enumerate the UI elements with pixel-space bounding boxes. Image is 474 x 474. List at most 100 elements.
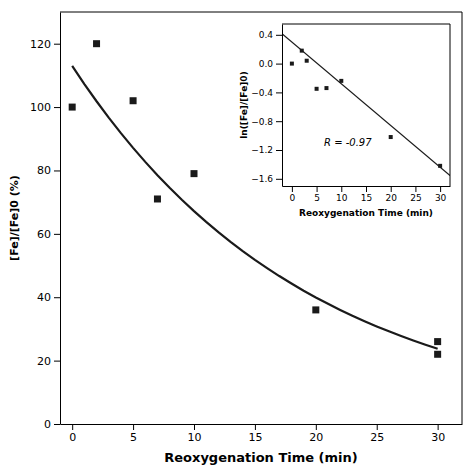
y-axis-line: [282, 25, 283, 187]
x-axis-tick-mark: [133, 424, 134, 430]
x-axis-tick-mark: [341, 186, 342, 192]
x-axis-tick: 0: [69, 424, 76, 444]
x-axis-tick-mark: [317, 186, 318, 192]
y-axis-tick-mark: [276, 150, 282, 151]
x-axis-tick-label: 15: [248, 431, 262, 444]
x-axis-tick-mark: [255, 424, 256, 430]
y-axis-tick: 120: [30, 38, 60, 51]
x-axis-tick-label: 25: [370, 431, 384, 444]
x-axis-tick-label: 20: [385, 193, 397, 203]
x-axis-tick: 5: [130, 424, 137, 444]
y-axis-tick-label: 120: [30, 38, 51, 51]
x-axis-tick-mark: [72, 424, 73, 430]
x-axis-tick-mark: [440, 186, 441, 192]
data-point: [389, 135, 393, 139]
data-point: [93, 40, 100, 47]
data-point: [324, 86, 328, 90]
y-axis-tick-mark: [54, 297, 60, 298]
y-axis: 0 20 40 60 80 100 120: [30, 13, 61, 432]
y-axis-tick-label: 0: [44, 418, 51, 431]
y-axis-tick-mark: [54, 424, 60, 425]
y-axis-tick: 80: [37, 164, 60, 177]
x-axis-title: Reoxygenation Time (min): [164, 450, 358, 465]
data-point: [434, 338, 441, 345]
main-chart: 051015202530020406080100120Reoxygenation…: [8, 12, 463, 465]
x-axis-tick-label: 5: [130, 431, 137, 444]
x-axis-tick: 5: [314, 186, 320, 203]
fit-line: [282, 34, 450, 176]
plot-area: [282, 34, 450, 176]
y-axis-tick-mark: [276, 64, 282, 65]
x-axis-tick-label: 15: [361, 193, 372, 203]
y-axis-tick-label: 0.4: [259, 30, 274, 40]
x-axis-tick: 25: [370, 424, 384, 444]
x-axis-tick-label: 30: [431, 431, 445, 444]
frame-top: [60, 12, 462, 13]
x-axis-tick: 30: [435, 186, 447, 203]
y-axis-tick: −1.6: [251, 174, 282, 184]
y-axis-tick: 0.0: [259, 59, 282, 69]
y-axis-tick-mark: [276, 121, 282, 122]
y-axis-tick-mark: [54, 170, 60, 171]
inset-background: [236, 18, 456, 222]
chart-container: 051015202530020406080100120Reoxygenation…: [0, 0, 474, 474]
frame-top: [282, 24, 450, 25]
data-point: [438, 164, 442, 168]
y-axis-tick: 40: [37, 291, 60, 304]
frame-right: [462, 12, 463, 424]
y-axis-tick-label: 60: [37, 228, 51, 241]
y-axis-tick-mark: [54, 44, 60, 45]
y-axis-tick-label: −0.4: [251, 88, 273, 98]
y-axis-title: ln([Fe]/[Fe]0): [239, 71, 249, 139]
x-axis-tick-label: 10: [336, 193, 348, 203]
data-point: [305, 59, 309, 63]
x-axis-tick: 20: [385, 186, 397, 203]
annotation: R = -0.97: [324, 137, 372, 148]
x-axis-tick-mark: [391, 186, 392, 192]
y-axis-tick-label: −0.8: [251, 117, 273, 127]
inset-chart: 0 5 10 15 20 25 30 0.4 0.0 −0.4 −0.8 −1.2 −1.6 Reoxyg…: [236, 18, 456, 222]
data-point: [130, 97, 137, 104]
x-axis-tick-label: 5: [314, 193, 320, 203]
x-axis-tick-mark: [316, 424, 317, 430]
x-axis-tick-label: 25: [410, 193, 421, 203]
x-axis-tick-mark: [415, 186, 416, 192]
x-axis-tick-label: 30: [435, 193, 447, 203]
chart-svg: 051015202530020406080100120Reoxygenation…: [0, 0, 474, 474]
y-axis-tick-label: 100: [30, 101, 51, 114]
x-axis-tick: 0: [290, 186, 296, 203]
x-axis-tick-mark: [366, 186, 367, 192]
y-axis-tick-label: 80: [37, 164, 51, 177]
data-point: [191, 170, 198, 177]
x-axis-line: [61, 424, 463, 425]
y-axis-tick: 20: [37, 355, 60, 368]
y-axis-tick: −0.8: [251, 117, 282, 127]
y-axis: 0.4 0.0 −0.4 −0.8 −1.2 −1.6: [251, 25, 282, 187]
y-axis-tick: 0.4: [259, 30, 282, 40]
y-axis-tick-label: −1.6: [251, 174, 273, 184]
data-point: [290, 62, 294, 66]
x-axis-tick-label: 10: [188, 431, 202, 444]
x-axis-tick-mark: [194, 424, 195, 430]
x-axis-tick: 15: [361, 186, 372, 203]
x-axis: 051015202530: [61, 424, 463, 444]
y-axis-tick-mark: [276, 35, 282, 36]
y-axis-tick: 0: [44, 418, 60, 431]
y-axis-tick-mark: [54, 234, 60, 235]
y-axis-title: [Fe]/[Fe]0 (%): [8, 175, 21, 261]
data-point: [434, 351, 441, 358]
y-axis-line: [60, 13, 61, 425]
frame-right: [450, 24, 451, 186]
x-axis-tick: 15: [248, 424, 262, 444]
x-axis-title: Reoxygenation Time (min): [299, 208, 433, 218]
y-axis-tick-label: 0.0: [259, 59, 274, 69]
x-axis-tick-mark: [438, 424, 439, 430]
y-axis-tick-mark: [276, 179, 282, 180]
y-axis-tick: 100: [30, 101, 60, 114]
data-point: [315, 87, 319, 91]
y-axis-tick-label: 40: [37, 291, 51, 304]
y-axis-tick: −1.2: [251, 145, 282, 155]
data-point: [312, 306, 319, 313]
y-axis-tick: 60: [37, 228, 60, 241]
y-axis-tick-mark: [276, 92, 282, 93]
